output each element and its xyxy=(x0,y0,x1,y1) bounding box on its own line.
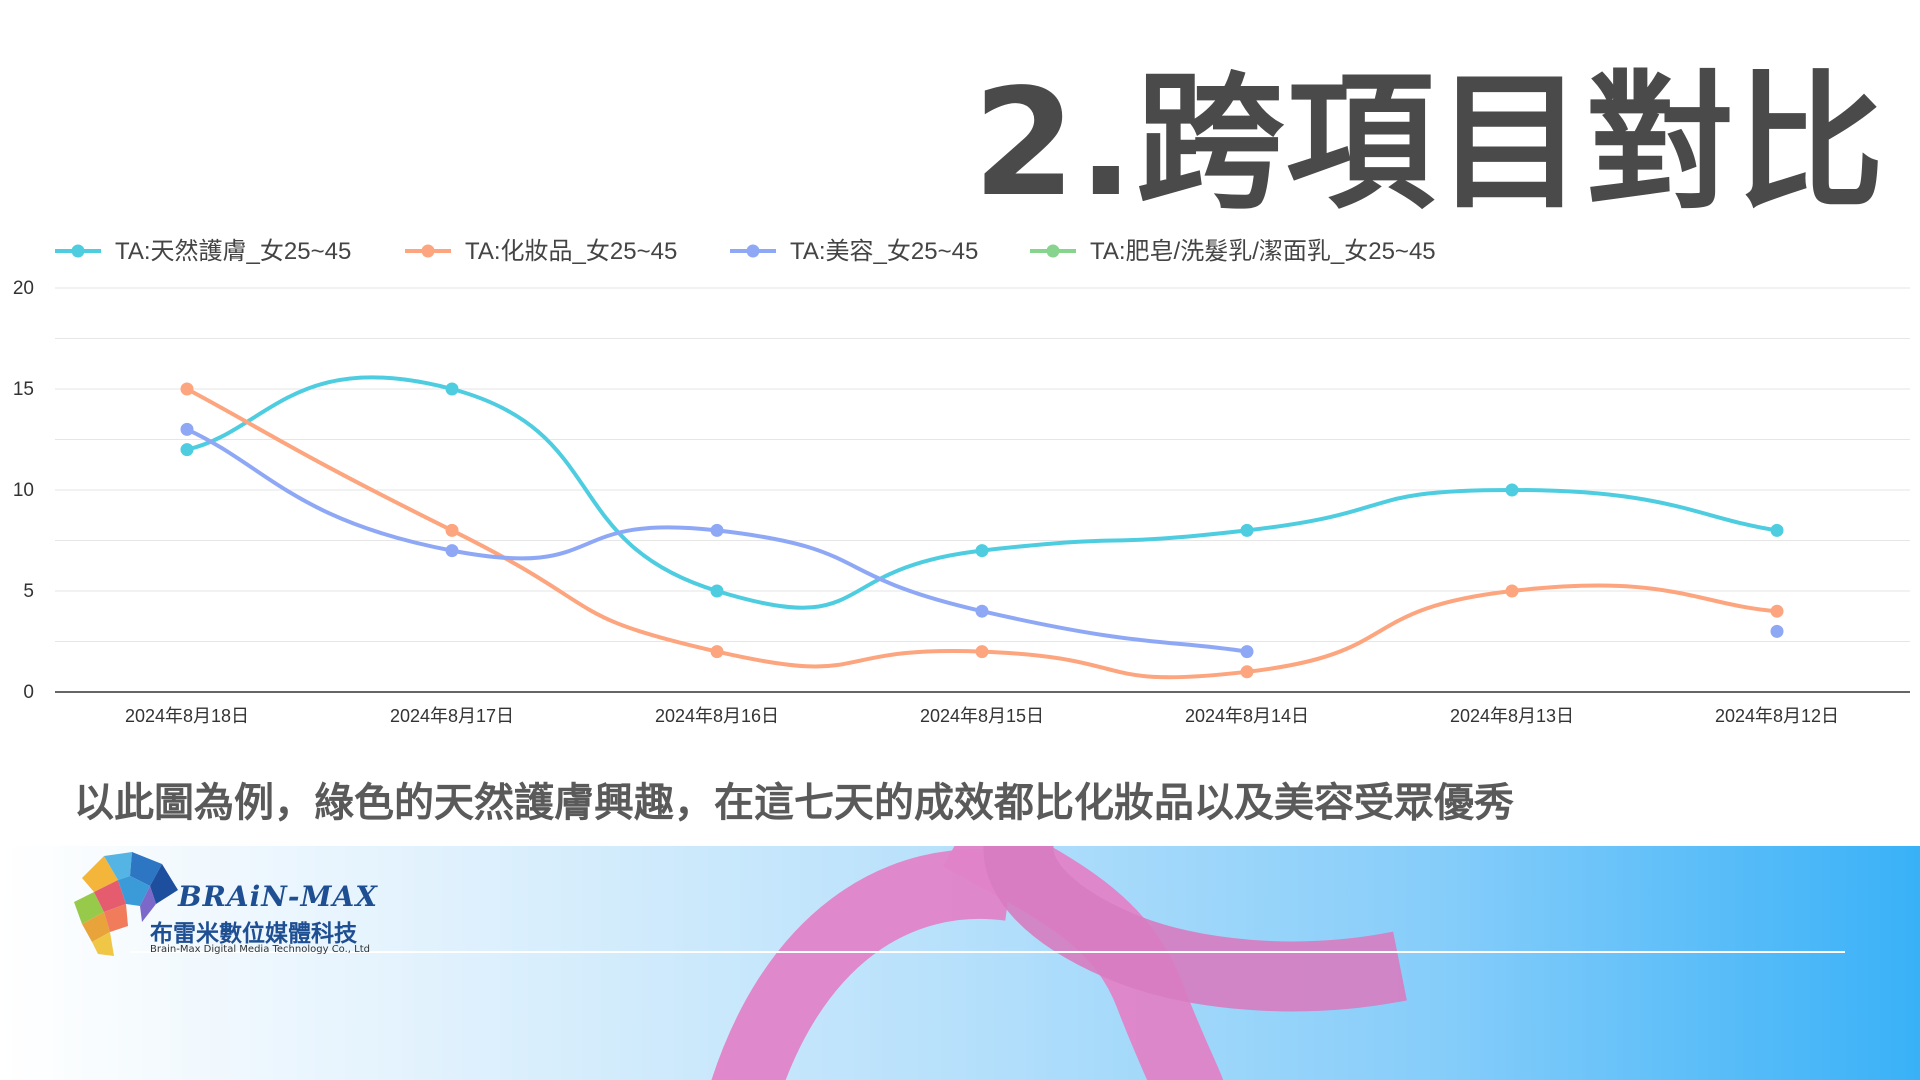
chart-legend: TA:天然護膚_女25~45 TA:化妝品_女25~45 TA:美容_女25~45 T… xyxy=(55,238,1436,265)
x-axis: 2024年8月18日 2024年8月17日 2024年8月16日 2024年8月15日… xyxy=(125,706,1839,726)
footer-banner xyxy=(0,846,1920,1080)
series-1 xyxy=(180,375,1784,610)
data-point[interactable] xyxy=(180,422,194,436)
data-point[interactable] xyxy=(1770,523,1784,537)
legend-item[interactable]: TA:肥皂/洗髮乳/潔面乳_女25~45 xyxy=(1030,238,1436,265)
legend-item[interactable]: TA:美容_女25~45 xyxy=(730,238,978,265)
data-point[interactable] xyxy=(1505,584,1519,598)
legend-item[interactable]: TA:天然護膚_女25~45 xyxy=(55,238,351,265)
legend-swatch-dot xyxy=(421,244,435,258)
data-point[interactable] xyxy=(975,544,989,558)
series-2 xyxy=(180,382,1784,680)
legend-label: TA:美容_女25~45 xyxy=(790,238,978,265)
legend-item[interactable]: TA:化妝品_女25~45 xyxy=(405,238,677,265)
x-tick-label: 2024年8月15日 xyxy=(920,706,1044,726)
series-line xyxy=(185,387,1779,680)
x-tick-label: 2024年8月18日 xyxy=(125,706,249,726)
data-point[interactable] xyxy=(1240,523,1254,537)
legend-label: TA:肥皂/洗髮乳/潔面乳_女25~45 xyxy=(1090,238,1436,265)
y-tick-label: 5 xyxy=(23,581,34,602)
legend-label: TA:化妝品_女25~45 xyxy=(465,238,677,265)
legend-label: TA:天然護膚_女25~45 xyxy=(115,238,351,265)
series-3 xyxy=(180,422,1784,659)
data-point[interactable] xyxy=(1770,604,1784,618)
y-axis: 0 5 10 15 20 xyxy=(13,278,34,703)
y-tick-label: 15 xyxy=(13,379,34,400)
data-point[interactable] xyxy=(1505,483,1519,497)
x-tick-label: 2024年8月12日 xyxy=(1715,706,1839,726)
series-line xyxy=(185,375,1779,610)
data-point[interactable] xyxy=(975,604,989,618)
data-point[interactable] xyxy=(710,523,724,537)
data-point[interactable] xyxy=(710,645,724,659)
legend-swatch-dot xyxy=(71,244,85,258)
data-point[interactable] xyxy=(445,544,459,558)
chart-grid xyxy=(55,287,1910,693)
data-point[interactable] xyxy=(445,382,459,396)
data-point[interactable] xyxy=(710,584,724,598)
slide-title: 2.跨項目對比 xyxy=(972,57,1886,229)
y-tick-label: 20 xyxy=(13,278,34,299)
data-point[interactable] xyxy=(180,443,194,457)
x-tick-label: 2024年8月13日 xyxy=(1450,706,1574,726)
logo-company-name-cn: 布雷米數位媒體科技 xyxy=(150,921,357,947)
chart-caption: 以此圖為例，綠色的天然護膚興趣，在這七天的成效都比化妝品以及美容受眾優秀 xyxy=(74,780,1514,826)
legend-swatch-dot xyxy=(746,244,760,258)
line-chart: TA:天然護膚_女25~45 TA:化妝品_女25~45 TA:美容_女25~45 T… xyxy=(13,238,1910,726)
x-tick-label: 2024年8月17日 xyxy=(390,706,514,726)
company-logo: BRAiN-MAX 布雷米數位媒體科技 Brain-Max Digital Me… xyxy=(70,846,390,956)
y-tick-label: 10 xyxy=(13,480,34,501)
x-tick-label: 2024年8月14日 xyxy=(1185,706,1309,726)
data-point[interactable] xyxy=(180,382,194,396)
logo-brand-name: BRAiN-MAX xyxy=(178,880,378,913)
logo-company-name-en: Brain-Max Digital Media Technology Co., … xyxy=(150,944,370,955)
data-point[interactable] xyxy=(445,523,459,537)
y-tick-label: 0 xyxy=(23,682,34,703)
data-point[interactable] xyxy=(1240,665,1254,679)
chart-series xyxy=(180,375,1784,680)
data-point[interactable] xyxy=(1770,624,1784,638)
legend-swatch-dot xyxy=(1046,244,1060,258)
x-tick-label: 2024年8月16日 xyxy=(655,706,779,726)
data-point[interactable] xyxy=(1240,645,1254,659)
data-point[interactable] xyxy=(975,645,989,659)
decorative-ribbon xyxy=(130,846,1845,1080)
brain-logo-icon xyxy=(74,852,178,956)
